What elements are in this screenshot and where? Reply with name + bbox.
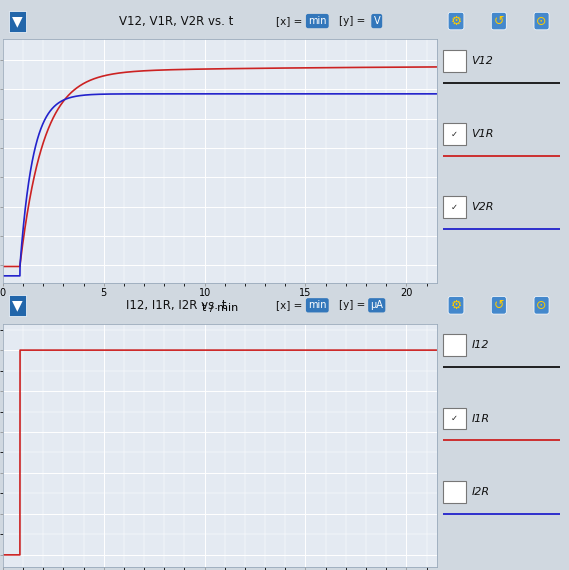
- Text: V: V: [373, 16, 380, 26]
- Bar: [443, 197, 467, 218]
- Text: V12, V1R, V2R vs. t: V12, V1R, V2R vs. t: [119, 15, 233, 27]
- X-axis label: t / min: t / min: [201, 303, 238, 312]
- Bar: [443, 408, 467, 429]
- Text: min: min: [308, 16, 327, 26]
- Text: ✓: ✓: [451, 414, 458, 423]
- Bar: [443, 50, 467, 72]
- Text: I12: I12: [472, 340, 489, 351]
- Text: I12, I1R, I2R vs. t: I12, I1R, I2R vs. t: [126, 299, 226, 312]
- Bar: [443, 123, 467, 145]
- Text: ↺: ↺: [493, 15, 504, 27]
- Text: [y] =: [y] =: [339, 16, 365, 26]
- Text: V2R: V2R: [472, 202, 494, 213]
- Text: ▼: ▼: [13, 298, 23, 312]
- Bar: [443, 335, 467, 356]
- Text: ✓: ✓: [451, 130, 458, 139]
- Bar: [443, 481, 467, 503]
- Text: ⚙: ⚙: [451, 15, 461, 27]
- Text: V12: V12: [472, 56, 493, 66]
- Text: ⊙: ⊙: [537, 299, 547, 312]
- Text: I1R: I1R: [472, 413, 490, 424]
- Text: ↺: ↺: [493, 299, 504, 312]
- Text: ▼: ▼: [13, 14, 23, 28]
- Text: min: min: [308, 300, 327, 310]
- Text: [y] =: [y] =: [339, 300, 365, 310]
- Text: μA: μA: [370, 300, 383, 310]
- Text: [x] =: [x] =: [276, 16, 303, 26]
- Text: ⊙: ⊙: [537, 15, 547, 27]
- Text: ✓: ✓: [451, 203, 458, 212]
- Text: I2R: I2R: [472, 487, 490, 496]
- Text: ⚙: ⚙: [451, 299, 461, 312]
- Text: [x] =: [x] =: [276, 300, 303, 310]
- Text: V1R: V1R: [472, 129, 494, 139]
